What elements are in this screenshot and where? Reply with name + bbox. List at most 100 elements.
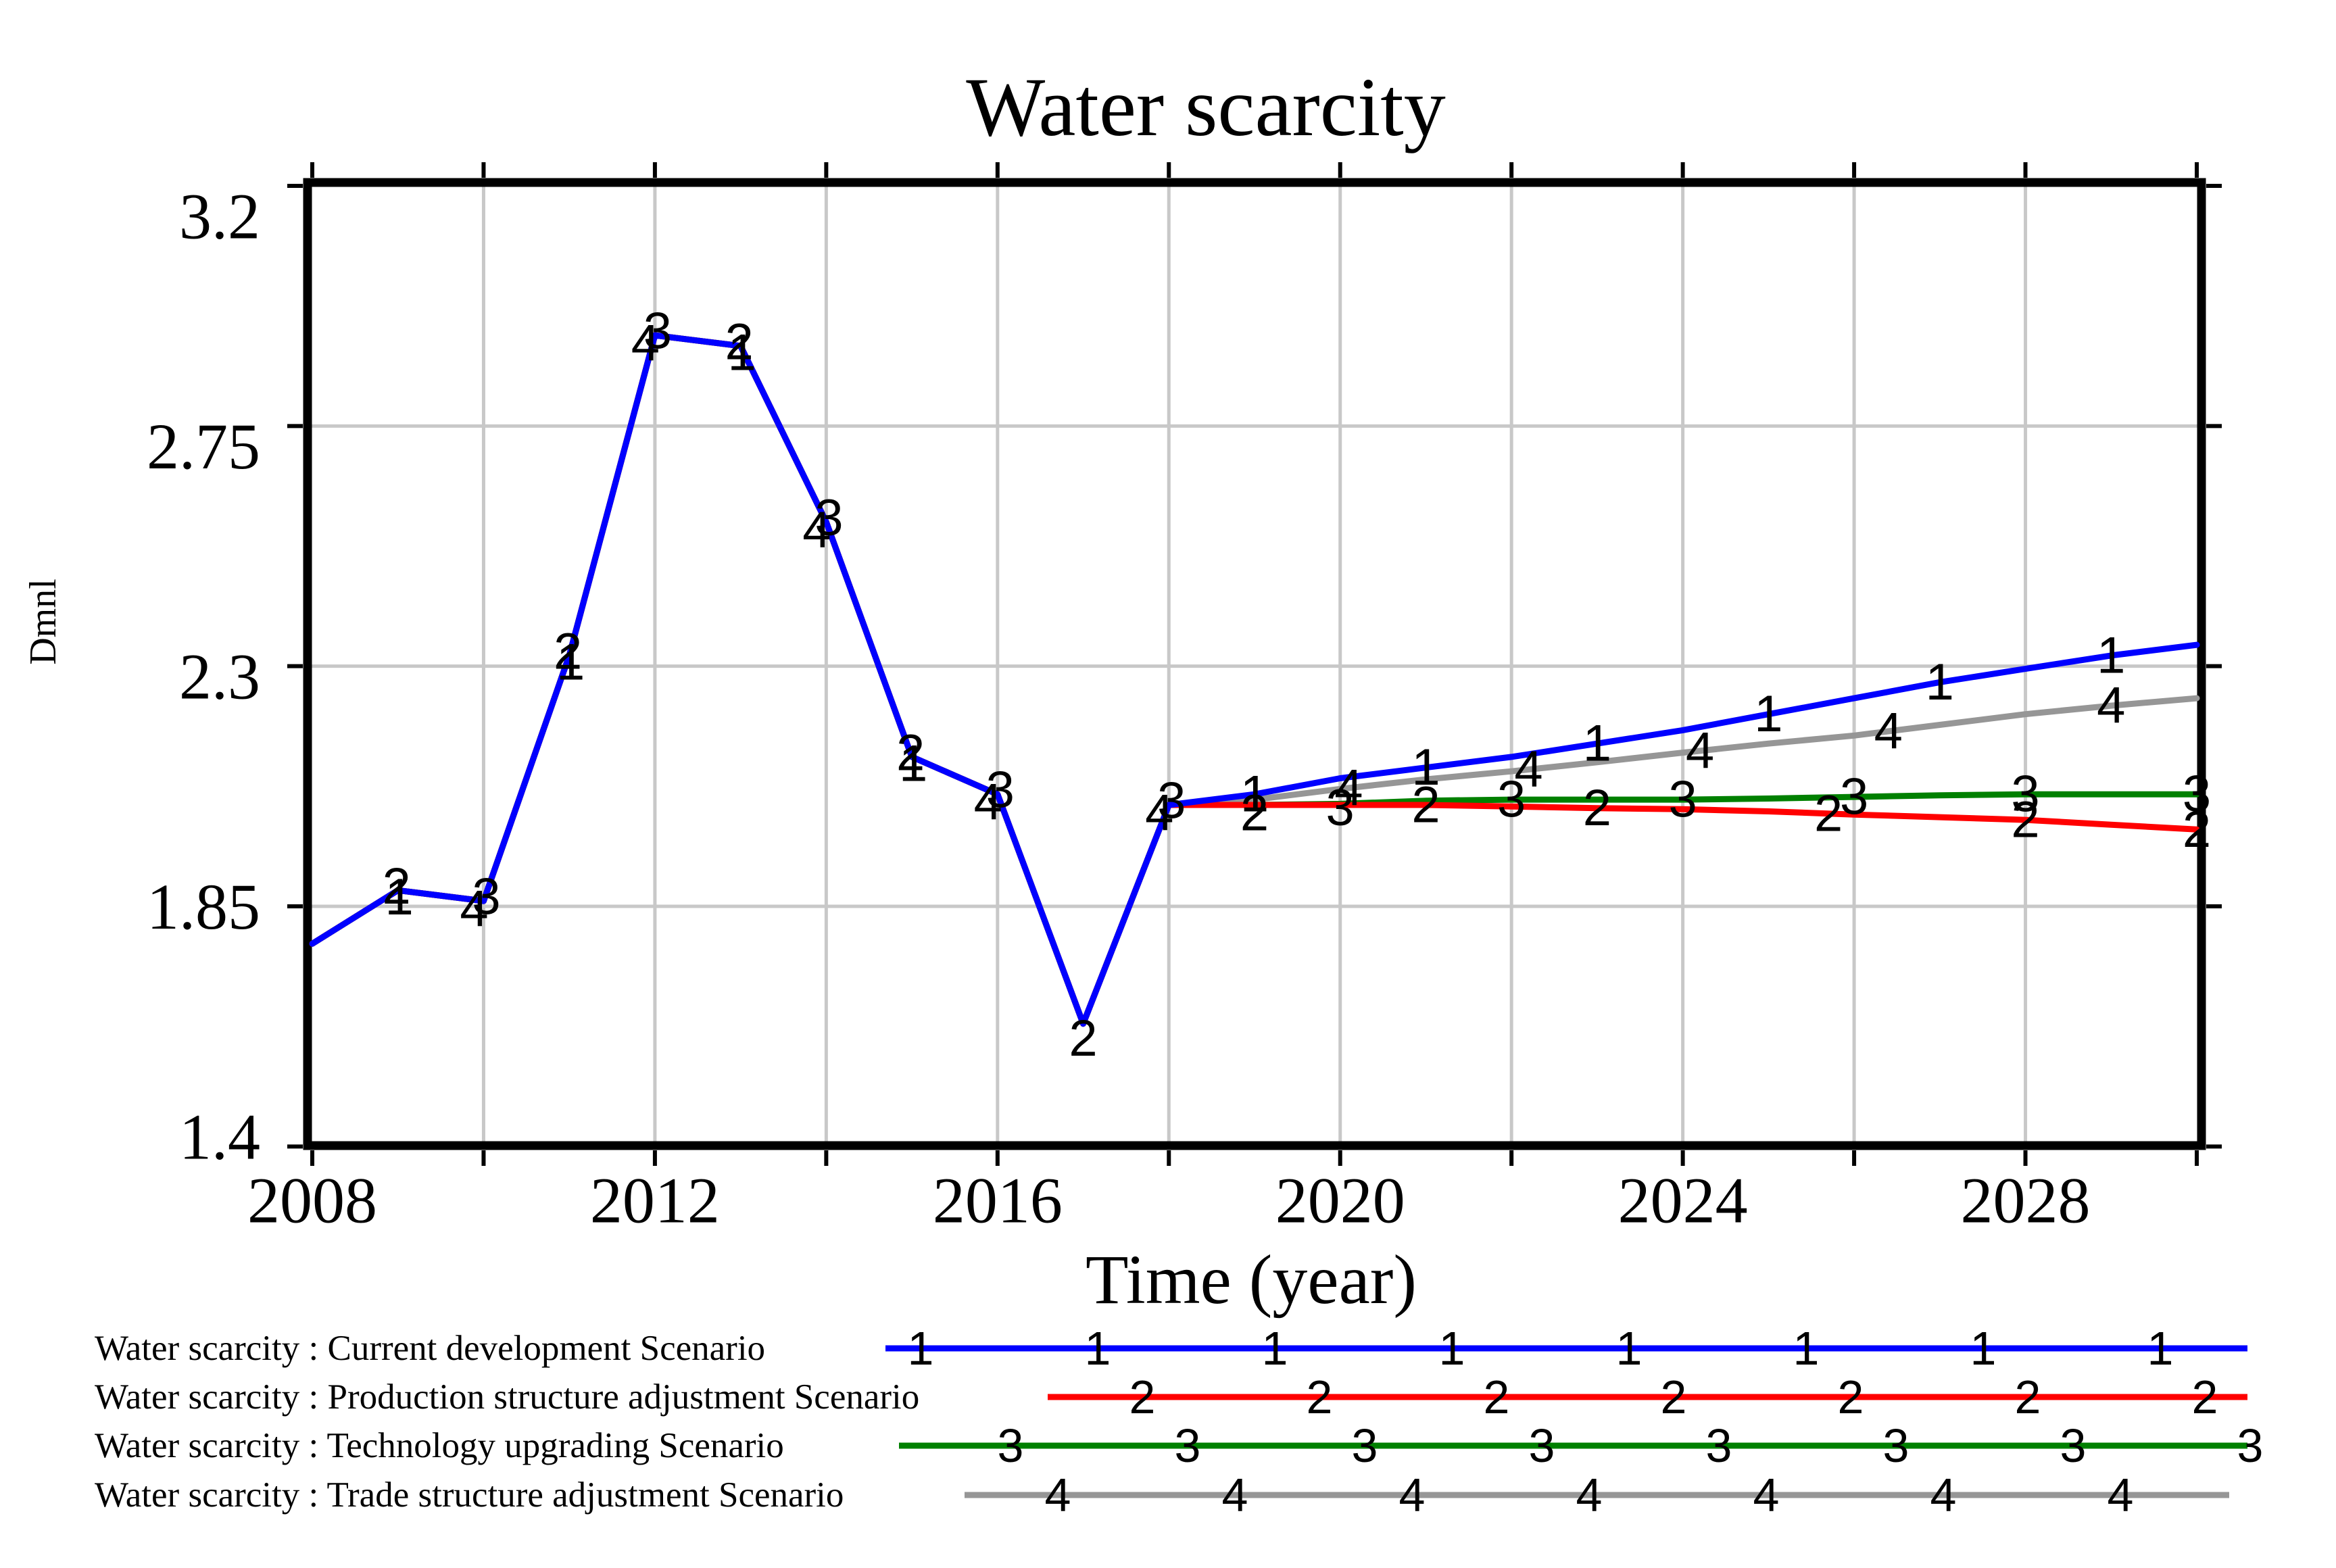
series-2-marker: 2 (1069, 1010, 1097, 1067)
series-1-marker: 1 (1411, 739, 1440, 796)
series-3-marker: 3 (1157, 773, 1186, 830)
legend-marker-number: 4 (1222, 1469, 1248, 1521)
legend-row: Water scarcity : Technology upgrading Sc… (95, 1419, 2263, 1472)
y-axis-label: Dmnl (22, 579, 64, 665)
grid-layer (308, 182, 2201, 1146)
series-1-marker: 1 (1754, 685, 1782, 743)
series-4-marker: 4 (1874, 703, 1903, 760)
x-tick-label: 2016 (933, 1165, 1063, 1237)
legend-marker-number: 3 (1883, 1419, 1909, 1472)
legend-marker-number: 2 (2015, 1371, 2041, 1423)
x-tick-label: 2024 (1618, 1165, 1748, 1237)
x-tick-labels: 2008 2012 2016 2020 2024 2028 (247, 1165, 2091, 1237)
legend-marker-number: 3 (1706, 1419, 1732, 1472)
series-4-marker: 4 (460, 881, 488, 938)
legend-row: Water scarcity : Current development Sce… (95, 1322, 2247, 1375)
legend-marker-number: 2 (1129, 1371, 1156, 1423)
x-tick-label: 2020 (1275, 1165, 1405, 1237)
legend-marker-number: 3 (1175, 1419, 1201, 1472)
legend-marker-number: 2 (2192, 1371, 2218, 1423)
series-2-marker: 2 (1411, 777, 1440, 834)
y-tick-label: 1.4 (179, 1101, 260, 1173)
series-3-marker: 3 (1668, 771, 1697, 829)
series-3-marker: 3 (643, 303, 672, 360)
series-4-marker: 4 (1334, 759, 1363, 816)
series-2-marker: 2 (896, 724, 925, 781)
series-2-marker: 2 (554, 622, 582, 680)
series-2-marker: 2 (383, 858, 411, 915)
legend-marker-number: 1 (1616, 1322, 1642, 1375)
legend-marker-number: 3 (998, 1419, 1024, 1472)
plot-frame (287, 162, 2222, 1166)
chart-title: Water scarcity (966, 61, 1446, 153)
legend-marker-number: 1 (1970, 1322, 1997, 1375)
y-tick-label: 2.75 (147, 410, 260, 483)
series-layer (309, 332, 2200, 1027)
legend-marker-number: 3 (2237, 1419, 2264, 1472)
legend-marker-number: 1 (1439, 1322, 1465, 1375)
y-tick-labels: 3.2 2.75 2.3 1.85 1.4 (147, 180, 260, 1173)
series-1-marker: 1 (1926, 654, 1954, 711)
series-2-marker: 2 (1814, 785, 1843, 842)
series-4-marker: 4 (1145, 785, 1173, 842)
series-3-marker: 3 (814, 489, 843, 547)
legend-marker-number: 4 (1045, 1469, 1071, 1521)
legend-marker-number: 3 (1352, 1419, 1378, 1472)
x-axis-label: Time (year) (1086, 1241, 1417, 1319)
legend-marker-number: 1 (908, 1322, 934, 1375)
legend-marker-number: 4 (1753, 1469, 1780, 1521)
series-2-marker: 2 (2011, 791, 2039, 849)
series-1-marker: 1 (727, 324, 756, 381)
series-1-marker: 1 (556, 633, 585, 691)
series-1-marker: 1 (385, 868, 414, 926)
series-1-marker: 1 (2097, 627, 2125, 684)
legend-marker-number: 1 (1262, 1322, 1288, 1375)
y-tick-label: 1.85 (147, 871, 260, 943)
legend-label: Water scarcity : Production structure ad… (95, 1377, 919, 1417)
legend-marker-number: 2 (1484, 1371, 1510, 1423)
series-line-1 (309, 332, 2200, 1027)
series-3-marker: 3 (986, 762, 1015, 819)
series-2-marker: 2 (2183, 801, 2211, 858)
legend-marker-number: 3 (2060, 1419, 2087, 1472)
series-line-4 (309, 332, 2200, 1027)
series-2-marker: 2 (1583, 779, 1611, 837)
series-4-marker: 4 (631, 315, 660, 372)
series-4-marker: 4 (802, 501, 831, 559)
x-tick-label: 2012 (590, 1165, 720, 1237)
legend: Water scarcity : Current development Sce… (95, 1322, 2263, 1521)
series-4-marker: 4 (974, 774, 1002, 831)
series-line-2 (309, 332, 2200, 1027)
legend-marker-number: 2 (1307, 1371, 1333, 1423)
legend-marker-number: 4 (1399, 1469, 1426, 1521)
legend-marker-number: 3 (1529, 1419, 1555, 1472)
series-1-marker: 1 (1583, 715, 1611, 773)
legend-row: Water scarcity : Trade structure adjustm… (95, 1469, 2229, 1521)
series-4-marker: 4 (1514, 741, 1542, 798)
legend-row: Water scarcity : Production structure ad… (95, 1371, 2247, 1423)
series-line-3 (309, 332, 2200, 1027)
series-2-marker: 2 (725, 313, 753, 370)
series-3-marker: 3 (1497, 771, 1526, 829)
series-2-marker: 2 (1240, 785, 1269, 842)
y-tick-label: 2.3 (179, 641, 260, 713)
legend-label: Water scarcity : Current development Sce… (95, 1329, 765, 1368)
legend-marker-number: 1 (2147, 1322, 2174, 1375)
legend-marker-number: 1 (1793, 1322, 1820, 1375)
series-4-marker: 4 (1686, 722, 1714, 779)
series-3-marker: 3 (1326, 779, 1355, 837)
plot-border (303, 178, 2206, 1150)
y-tick-label: 3.2 (179, 180, 260, 253)
x-tick-label: 2028 (1961, 1165, 2091, 1237)
series-1-marker: 1 (899, 735, 927, 792)
legend-marker-number: 4 (1930, 1469, 1957, 1521)
legend-marker-number: 2 (1661, 1371, 1687, 1423)
x-tick-label: 2008 (247, 1165, 377, 1237)
legend-marker-number: 1 (1085, 1322, 1111, 1375)
series-4-marker: 4 (2097, 677, 2125, 735)
series-1-marker: 1 (1240, 766, 1269, 823)
legend-label: Water scarcity : Technology upgrading Sc… (95, 1426, 784, 1465)
